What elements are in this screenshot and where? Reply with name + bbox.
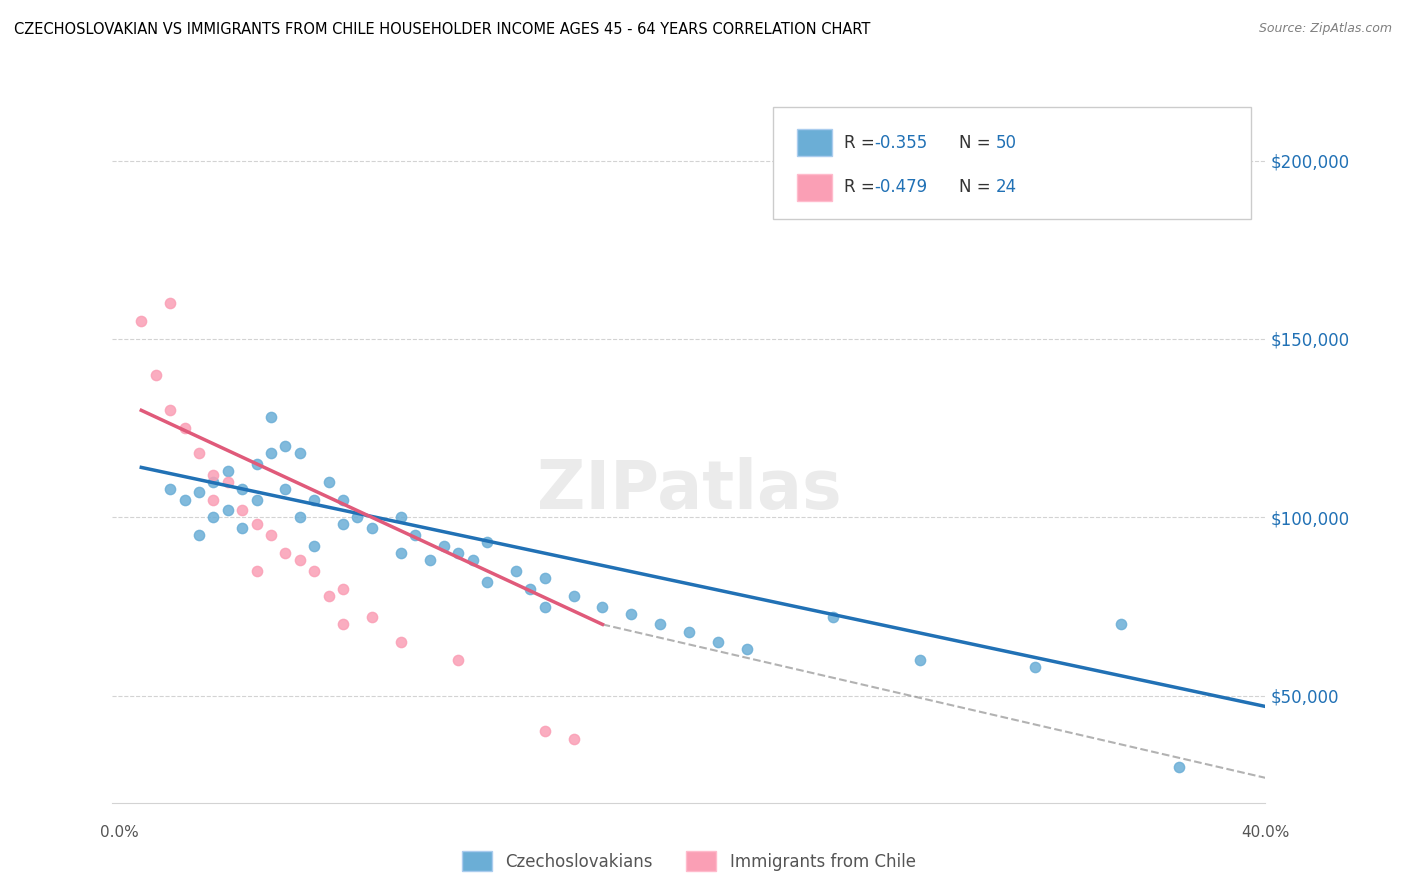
Text: R =: R = [844,134,880,152]
Point [332,492,354,507]
Point [461,553,484,567]
Point [188,485,211,500]
Text: N =: N = [959,134,995,152]
Point [678,624,700,639]
Point [245,457,267,471]
Point [245,564,267,578]
Point [260,446,283,460]
Point [159,296,181,310]
Point [129,314,153,328]
Point [821,610,844,624]
Point [159,482,181,496]
Point [217,503,239,517]
Point [620,607,643,621]
Point [706,635,728,649]
Point [389,510,412,524]
Point [389,546,412,560]
Point [318,589,340,603]
Point [304,564,326,578]
Point [533,724,555,739]
Point [260,410,283,425]
Point [533,571,555,585]
Point [735,642,758,657]
Point [475,535,498,549]
Text: R =: R = [844,178,880,196]
Point [346,510,368,524]
Point [231,503,253,517]
Point [908,653,931,667]
Point [519,582,541,596]
Point [360,610,382,624]
Point [145,368,167,382]
Point [1024,660,1046,674]
Point [274,546,297,560]
Point [202,467,225,482]
Legend: Czechoslovakians, Immigrants from Chile: Czechoslovakians, Immigrants from Chile [456,845,922,878]
Text: 24: 24 [995,178,1017,196]
Point [475,574,498,589]
Point [188,446,211,460]
Point [304,492,326,507]
Text: CZECHOSLOVAKIAN VS IMMIGRANTS FROM CHILE HOUSEHOLDER INCOME AGES 45 - 64 YEARS C: CZECHOSLOVAKIAN VS IMMIGRANTS FROM CHILE… [14,22,870,37]
Point [332,517,354,532]
Point [419,553,441,567]
Point [217,475,239,489]
Point [159,403,181,417]
Point [217,464,239,478]
Point [404,528,426,542]
Point [447,653,470,667]
Point [318,475,340,489]
Text: 50: 50 [995,134,1017,152]
Point [288,446,311,460]
Text: N =: N = [959,178,995,196]
Point [562,731,585,746]
Point [332,582,354,596]
Text: ZIPatlas: ZIPatlas [537,457,841,523]
Point [231,482,253,496]
Point [533,599,555,614]
Point [274,482,297,496]
Point [260,528,283,542]
Point [648,617,672,632]
Point [1167,760,1189,774]
Text: -0.479: -0.479 [875,178,928,196]
Point [245,517,267,532]
Point [288,553,311,567]
Point [188,528,211,542]
Point [245,492,267,507]
Point [1111,617,1133,632]
Point [274,439,297,453]
Point [202,492,225,507]
Point [288,510,311,524]
Text: -0.355: -0.355 [875,134,928,152]
Text: 0.0%: 0.0% [100,825,139,840]
Point [173,421,195,435]
Point [173,492,195,507]
Point [505,564,527,578]
Point [304,539,326,553]
Text: 40.0%: 40.0% [1241,825,1289,840]
Point [447,546,470,560]
Point [433,539,456,553]
Point [360,521,382,535]
Point [231,521,253,535]
Text: Source: ZipAtlas.com: Source: ZipAtlas.com [1258,22,1392,36]
Point [562,589,585,603]
Point [389,635,412,649]
Point [202,510,225,524]
Point [332,617,354,632]
Point [592,599,614,614]
Point [202,475,225,489]
